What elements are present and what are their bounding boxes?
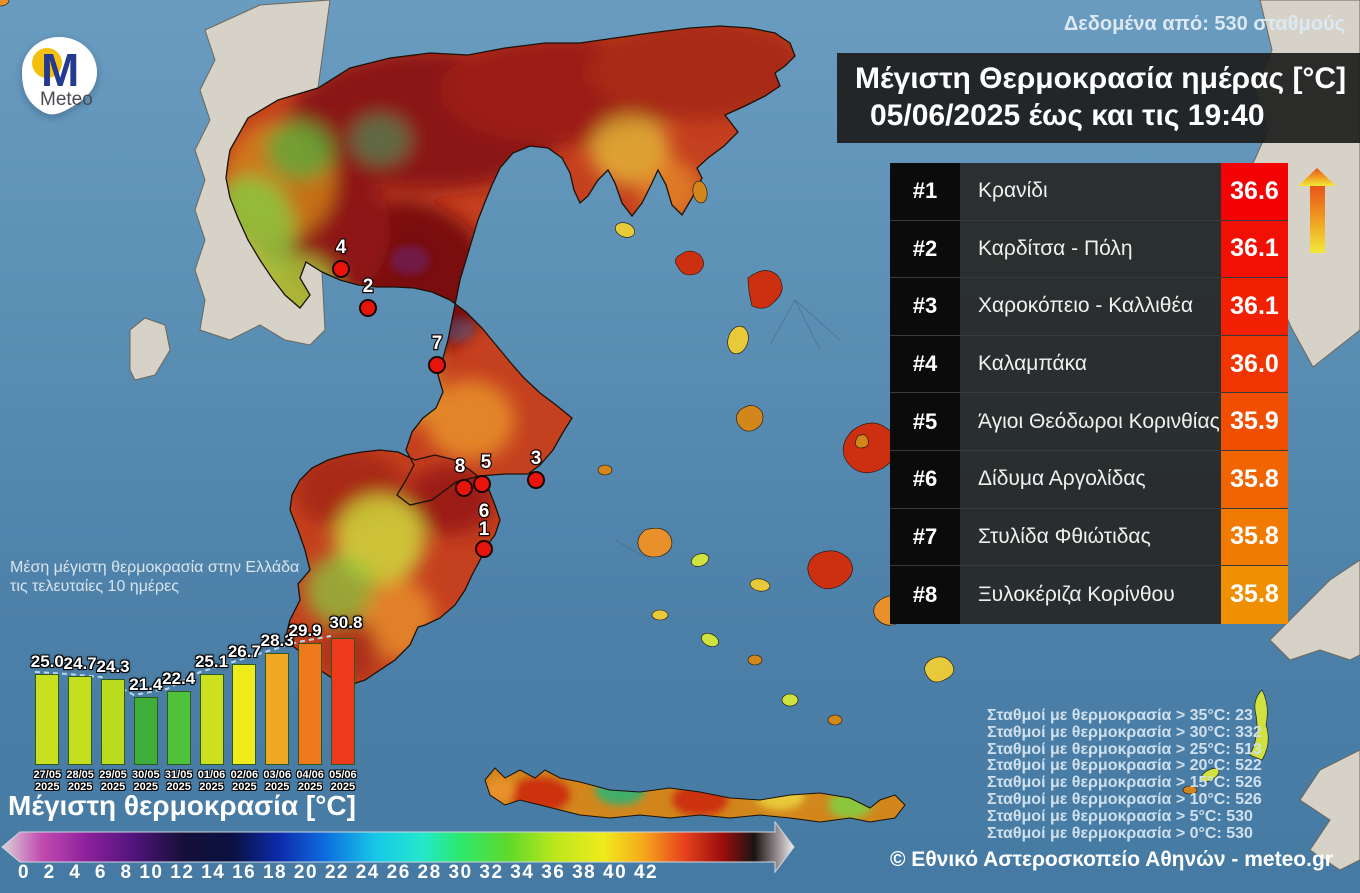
svg-text:Δεδομένα από: 530 σταθμούς: Δεδομένα από: 530 σταθμούς: [1064, 13, 1345, 35]
svg-text:3: 3: [531, 448, 542, 469]
svg-text:7: 7: [432, 333, 443, 354]
svg-text:Meteo: Meteo: [40, 89, 93, 110]
svg-text:Μέγιστη Θερμοκρασία ημέρας [°C: Μέγιστη Θερμοκρασία ημέρας [°C]: [855, 62, 1346, 95]
svg-text:5: 5: [481, 452, 492, 473]
svg-text:05/06/2025 έως και τις 19:40: 05/06/2025 έως και τις 19:40: [870, 99, 1265, 132]
svg-text:8: 8: [455, 456, 466, 477]
svg-text:2: 2: [363, 276, 374, 297]
svg-text:4: 4: [336, 237, 347, 258]
svg-text:1: 1: [479, 519, 490, 540]
